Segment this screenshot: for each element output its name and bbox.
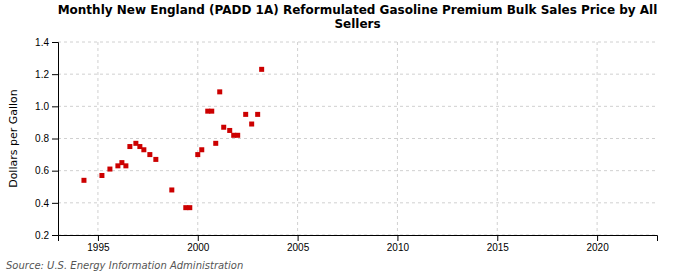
tick: 2010 [387,235,410,253]
point [141,147,146,152]
tick-mark [597,235,598,241]
tick-mark [52,171,58,172]
tick-label: 1995 [87,242,110,253]
tick-mark [52,74,58,75]
axis-line [59,236,658,242]
grid-line [97,42,98,235]
plot: 1995 2000 2005 2010 2015 2020 0.2 0.4 0.6 0.8 1.0 1… [35,37,657,253]
grid [58,42,657,235]
tick: 2005 [287,235,310,253]
point [235,133,240,138]
tick-mark [52,42,58,43]
point [227,128,232,133]
tick-mark [98,235,99,241]
tick: 0.6 [35,165,58,176]
point [81,178,86,183]
tick-label: 2015 [487,242,510,253]
y-axis: 0.2 0.4 0.6 0.8 1.0 1.2 1.4 [35,37,58,241]
tick-mark [198,235,199,241]
tick: 0.8 [35,133,58,144]
tick-label: 0.4 [35,198,49,209]
tick-label: 0.8 [35,133,49,144]
tick-mark [52,235,58,236]
point [187,205,192,210]
tick-label: 2010 [387,242,410,253]
tick-label: 0.2 [35,230,49,241]
point [213,141,218,146]
point [199,147,204,152]
point [195,152,200,157]
tick-label: 2020 [586,242,609,253]
tick-mark [52,139,58,140]
grid-line [58,138,657,139]
tick: 0.2 [35,230,58,241]
tick-label: 1.4 [35,37,49,48]
x-axis: 1995 2000 2005 2010 2015 2020 [59,235,658,253]
point [217,89,222,94]
tick-mark [52,106,58,107]
point [259,67,264,72]
tick-mark [497,235,498,241]
point [147,152,152,157]
point [209,109,214,114]
tick-label: 1.2 [35,69,49,80]
point [123,163,128,168]
point [107,167,112,172]
title: Monthly New England (PADD 1A) Reformulat… [58,3,658,31]
tick-mark [52,203,58,204]
grid-line [597,42,598,235]
points [81,67,264,210]
grid-line [58,202,657,203]
tick-label: 1.0 [35,101,49,112]
y-axis-title: Dollars per Gallon [7,89,20,188]
tick-label: 2000 [187,242,210,253]
point [169,187,174,192]
grid-line [297,42,298,235]
point [127,144,132,149]
tick: 0.4 [35,198,58,209]
grid-line [397,42,398,235]
chart: 1995 2000 2005 2010 2015 2020 0.2 0.4 0.6 0.8 1.0 1… [0,0,675,275]
tick: 2020 [586,235,609,253]
point [153,157,158,162]
point [243,112,248,117]
axis-line [52,43,59,236]
point [249,122,254,127]
grid-line [58,42,657,43]
point [255,112,260,117]
point [99,173,104,178]
tick-label: 0.6 [35,165,49,176]
tick-label: 2005 [287,242,310,253]
grid-line [58,106,657,107]
point [221,125,226,130]
tick: 1.2 [35,69,58,80]
tick: 2015 [487,235,510,253]
annotation: Source: U.S. Energy Information Administ… [6,260,243,271]
grid-line [58,170,657,171]
tick: 1.0 [35,101,58,112]
tick-mark [397,235,398,241]
tick: 1.4 [35,37,58,48]
tick: 1995 [87,235,110,253]
tick-mark [298,235,299,241]
grid-line [58,74,657,75]
tick: 2000 [187,235,210,253]
